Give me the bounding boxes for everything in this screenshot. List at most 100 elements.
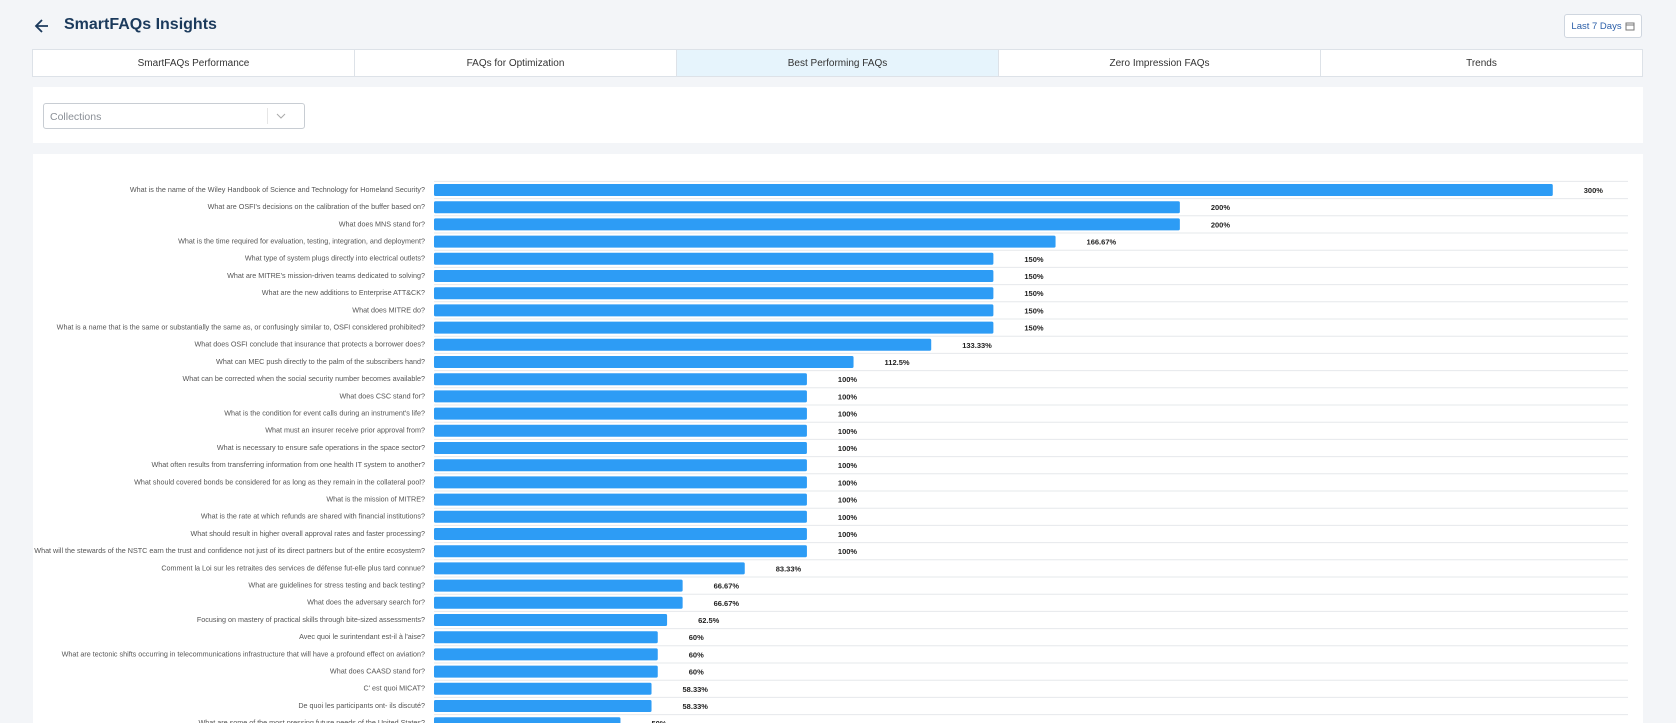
bar [434,424,807,437]
dropdown-placeholder: Collections [50,111,102,123]
category-label: What should result in higher overall app… [190,529,425,538]
value-label: 83.33% [776,564,802,573]
category-label: What are tectonic shifts occurring in te… [62,649,425,658]
value-label: 200% [1211,203,1231,212]
bar [434,218,1180,231]
bar [434,442,807,454]
value-label: 100% [838,513,858,522]
value-label: 66.67% [714,582,740,591]
category-label: Comment la Loi sur les retraites des ser… [161,563,425,572]
value-label: 133.33% [962,341,992,350]
category-label: What does CSC stand for? [340,391,426,400]
category-label: What does MNS stand for? [339,219,425,228]
bar [434,459,807,472]
dropdown-indicator [267,108,286,124]
value-label: 58.33% [683,702,709,711]
bar [434,528,807,540]
category-label: What does CAASD stand for? [330,667,425,676]
value-label: 150% [1024,272,1044,281]
value-label: 100% [838,461,858,470]
bar [434,287,994,300]
tab[interactable]: Trends [1320,49,1643,77]
category-label: What will the stewards of the NSTC earn … [34,546,425,555]
category-label: What are guidelines for stress testing a… [248,581,425,590]
value-label: 200% [1211,220,1231,229]
category-label: What does OSFI conclude that insurance t… [194,340,425,349]
category-label: C' est quoi MICAT? [363,684,425,693]
date-range-label: Last 7 Days [1571,20,1622,32]
bar [434,356,854,368]
category-label: What does MITRE do? [352,305,425,314]
tab[interactable]: Zero Impression FAQs [998,49,1321,77]
bar [434,493,807,506]
bar [434,476,807,489]
value-label: 66.67% [714,599,740,608]
value-label: 100% [838,375,858,384]
value-label: 100% [838,478,858,487]
bar [434,717,621,723]
value-label: 62.5% [698,616,720,625]
bar [434,338,932,351]
tab[interactable]: SmartFAQs Performance [32,49,355,77]
tab-bar: SmartFAQs Performance FAQs for Optimizati… [32,49,1643,77]
chart: What is the name of the Wiley Handbook o… [34,180,1628,723]
value-label: 100% [838,444,858,453]
bar [434,614,668,626]
category-label: What is the rate at which refunds are sh… [201,512,425,521]
category-label: What is the mission of MITRE? [326,495,425,504]
bar [434,235,1056,248]
value-label: 100% [838,547,858,556]
category-label: What does the adversary search for? [307,598,425,607]
tab[interactable]: FAQs for Optimization [354,49,677,77]
category-label: What type of system plugs directly into … [245,254,425,263]
category-label: What are some of the most pressing futur… [198,718,425,723]
bar [434,184,1553,196]
value-label: 60% [689,650,704,659]
category-label: What are OSFI's decisions on the calibra… [208,202,425,211]
bar [434,545,807,558]
category-label: What is necessary to ensure safe operati… [217,443,425,452]
value-label: 100% [838,427,858,436]
value-label: 60% [689,668,704,677]
category-label: Focusing on mastery of practical skills … [197,615,425,624]
category-label: What is the condition for event calls du… [224,409,425,418]
value-label: 100% [838,410,858,419]
category-label: What often results from transferring inf… [151,460,425,469]
category-label: What should covered bonds be considered … [134,477,425,486]
value-label: 150% [1024,289,1044,298]
bar [434,201,1180,214]
bar [434,304,994,317]
category-label: Avec quoi le surintendant est-il à l'ais… [299,632,425,641]
back-arrow [34,19,48,33]
value-label: 300% [1584,186,1604,195]
date-range-button[interactable]: Last 7 Days [1564,14,1642,38]
bar [434,390,807,403]
category-label: What is a name that is the same or subst… [57,323,425,332]
category-label: What are MITRE's mission-driven teams de… [227,271,425,280]
back-button[interactable] [34,16,50,36]
value-label: 150% [1024,255,1044,264]
value-label: 58.33% [683,685,709,694]
value-label: 60% [689,633,704,642]
bar [434,682,652,695]
category-label: What must an insurer receive prior appro… [265,426,425,435]
category-label: What are the new additions to Enterprise… [262,288,425,297]
bar [434,510,807,523]
tab[interactable]: Best Performing FAQs [676,49,999,77]
bar [434,252,994,265]
value-label: 150% [1024,306,1044,315]
collections-dropdown[interactable]: Collections [43,103,305,129]
value-label: 166.67% [1087,238,1117,247]
bar [434,648,658,661]
bar [434,579,683,592]
value-label: 50% [651,719,666,723]
category-label: De quoi les participants ont- ils discut… [298,701,425,710]
category-label: What can MEC push directly to the palm o… [216,357,425,366]
value-label: 112.5% [885,358,910,367]
bar [434,562,745,575]
category-label: What is the time required for evaluation… [178,237,425,246]
category-label: What is the name of the Wiley Handbook o… [130,185,425,194]
value-label: 100% [838,496,858,505]
bar [434,407,807,420]
